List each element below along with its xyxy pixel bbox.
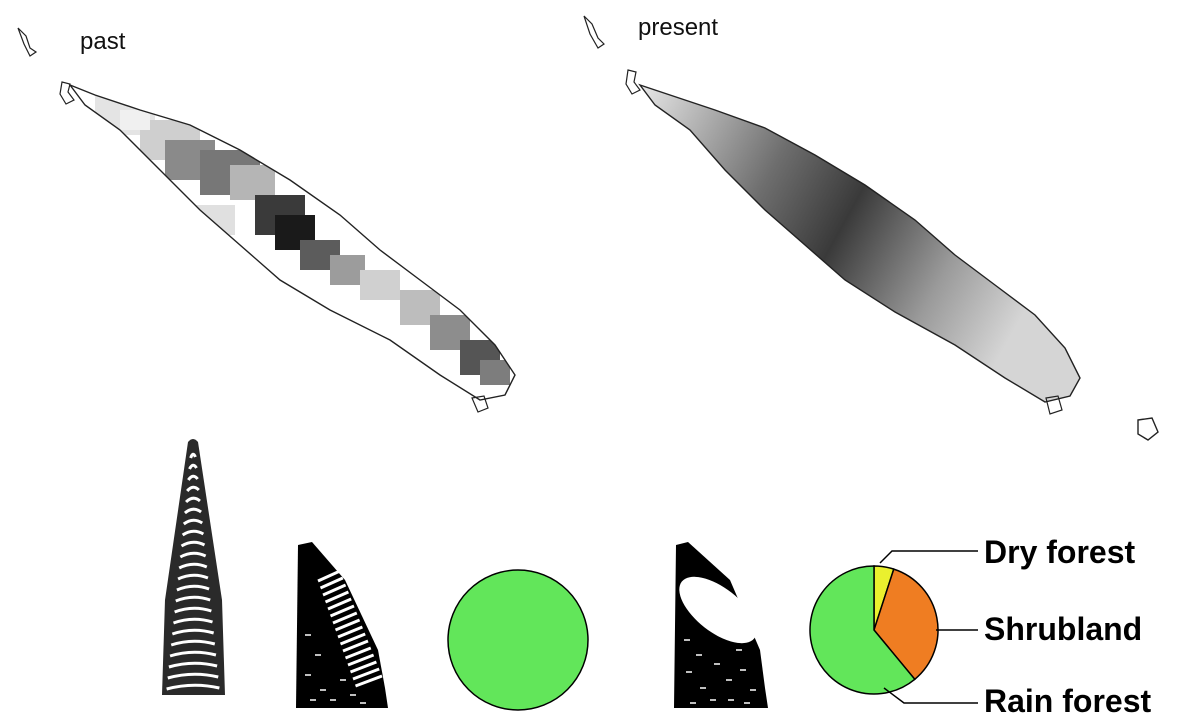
pie-slice-rain-forest [809,565,916,695]
cone-stripe [185,496,201,504]
xsect-stripe [347,653,375,667]
xsect-stripe [349,660,377,674]
leader-dry-forest [879,550,978,564]
map-past [17,27,516,413]
xsect-stripe [327,597,352,611]
cone-stripe [180,540,206,548]
xsect-stripe [319,576,344,590]
island-outline [17,27,38,57]
pie-slice [447,569,589,711]
cone-stripe [175,595,211,603]
island-outline [1137,417,1159,441]
pie-chart-past [447,569,589,711]
xsect-stripe [334,618,361,632]
map-present [583,15,1159,441]
cone-stripe [187,474,199,481]
striped-cross-section-icon [296,542,388,708]
island-outline [583,15,605,49]
legend-leaders [879,550,978,704]
xsect-stripe [344,646,372,660]
cone-stripe [179,551,207,559]
striped-cone-icon [162,439,225,695]
cone-stripe [174,606,212,614]
xsect-stripe [324,590,350,604]
panel-label-past: past [80,28,126,55]
island-outline [1045,395,1063,415]
cone-stripe [188,463,198,470]
hollow-cross-section-icon [674,542,768,708]
cone-stripe [181,529,205,537]
mainland-outline [67,83,516,401]
cone-stripe [170,639,216,647]
legend-shrubland: Shrubland [984,611,1142,647]
leader-rain-forest [883,687,978,704]
cone-stripe [177,573,209,581]
pie-slice-shrubland [873,568,939,681]
mainland-outline [638,83,1081,403]
xsect-stripe [354,674,383,688]
cone-stripe [167,672,219,680]
island-outline [59,81,75,105]
island-outline [625,69,641,95]
xsect-stripe [352,667,380,681]
island-outline [471,395,489,413]
xsect-stripe [339,632,366,646]
xsect-stripe [342,639,369,653]
legend-rain-forest: Rain forest [984,683,1151,719]
pie-chart-present [809,565,939,695]
legend-dry-forest: Dry forest [984,534,1136,570]
xsect-stripe [332,611,358,625]
xsect-stripe [322,583,347,597]
cone-stripe [178,562,208,570]
cone-stripe [183,507,202,515]
cone-stripe [182,518,204,526]
xsect-stripe [329,604,355,618]
cone-stripe [166,683,220,691]
past-habitat-cells [70,85,515,400]
cone-stripe [168,661,218,669]
xsect-stripe [317,569,341,583]
xsect-stripe [337,625,363,639]
cone-stripe [169,650,217,658]
cone-stripe [176,584,210,592]
cone-stripe [171,628,215,636]
cone-stripe [186,485,200,493]
cone-stripe [172,617,213,625]
cone-stripe [189,452,197,459]
panel-label-present: present [638,14,719,41]
